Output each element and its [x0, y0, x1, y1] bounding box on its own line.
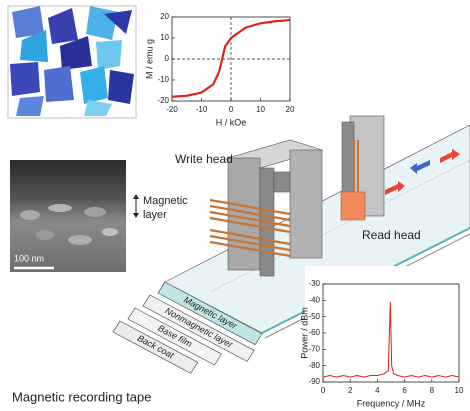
- tape-layer: [112, 320, 199, 374]
- y-tick-label: 0: [165, 54, 170, 63]
- data-line: [171, 19, 291, 98]
- y-tick-label: 10: [160, 33, 169, 42]
- y-axis-label: M / emu g: [144, 39, 154, 79]
- x-tick-label: 10: [256, 105, 265, 114]
- x-axis-label: H / kOe: [216, 117, 247, 127]
- write-head: [209, 139, 324, 277]
- sem-image: 100 nm Magnetic layer: [10, 160, 188, 272]
- y-tick-label: -60: [308, 328, 320, 337]
- x-tick-label: 6: [402, 386, 407, 395]
- tape-layer: [127, 307, 223, 366]
- x-tick-label: 0: [321, 386, 326, 395]
- x-tick-label: 4: [375, 386, 380, 395]
- x-tick-label: 2: [348, 386, 353, 395]
- x-tick-label: -10: [196, 105, 208, 114]
- x-tick-label: 10: [455, 386, 464, 395]
- read-head-label: Read head: [362, 228, 421, 242]
- x-tick-label: 8: [430, 386, 435, 395]
- y-tick-label: -10: [157, 75, 169, 84]
- y-tick-label: -80: [308, 361, 320, 370]
- data-line: [322, 301, 460, 378]
- tape-layer: [157, 281, 263, 346]
- y-tick-label: -50: [308, 312, 320, 321]
- spectrum-panel: [305, 266, 470, 411]
- caption: Magnetic recording tape: [12, 389, 151, 404]
- tape-layer: [142, 294, 255, 362]
- scale-bar-label: 100 nm: [14, 253, 44, 263]
- y-axis-label: Power / dBm: [299, 307, 309, 359]
- write-head-label: Write head: [175, 152, 233, 166]
- y-tick-label: -40: [308, 295, 320, 304]
- read-head: [340, 115, 385, 221]
- sem-label: Magnetic: [143, 195, 188, 207]
- y-tick-label: 20: [160, 12, 169, 21]
- crystal-structure: [7, 5, 137, 119]
- x-tick-label: -20: [166, 105, 178, 114]
- x-axis-label: Frequency / MHz: [357, 398, 426, 408]
- x-tick-label: 20: [286, 105, 295, 114]
- y-tick-label: -70: [308, 344, 320, 353]
- x-tick-label: 0: [229, 105, 234, 114]
- y-tick-label: -30: [308, 279, 320, 288]
- y-tick-label: -90: [308, 377, 320, 386]
- y-tick-label: -20: [157, 96, 169, 105]
- sem-label: layer: [143, 209, 167, 221]
